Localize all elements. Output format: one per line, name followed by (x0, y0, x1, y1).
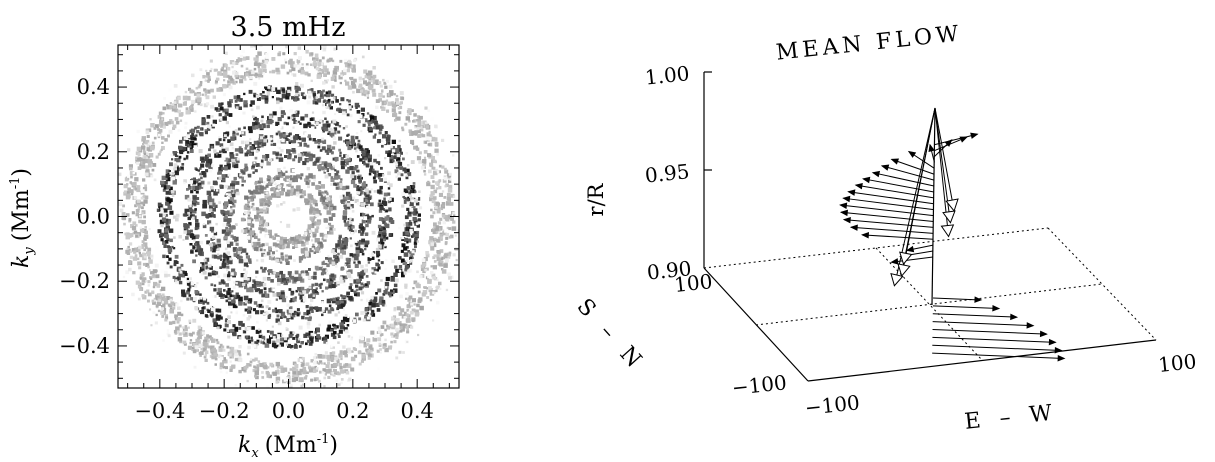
ring-axes: −0.4 −0.2 0.0 0.2 0.4 0.4 0.2 0.0 −0.2 −0.4 (59, 45, 459, 423)
flow-panel: MEAN FLOW 1.00 0.95 0.90 r/R 100 −100 S … (572, 21, 1198, 435)
upper-flow-vector-12 (862, 176, 935, 193)
power-ring-3 (220, 148, 355, 286)
y-tick-label: −0.2 (59, 269, 110, 293)
ring-x-axis-label: kx (Mm-1) (238, 432, 338, 461)
lower-flow-vector-1 (932, 352, 1066, 362)
power-ring-7 (121, 49, 457, 385)
ky-unit: (Mm (9, 189, 34, 241)
ky-subscript: y (22, 247, 37, 256)
ring-chart-title: 3.5 mHz (231, 12, 346, 43)
floor-right-edge (1047, 227, 1157, 341)
sn-tick-label-minus-100: −100 (731, 370, 788, 400)
power-rings (118, 45, 459, 388)
upper-flow-vector-14 (880, 164, 935, 181)
sn-tick-label-100: 100 (673, 269, 713, 297)
upper-flow-vector-3 (905, 244, 934, 253)
lower-flow-vector-2 (932, 344, 1063, 354)
x-tick-label: 0.4 (400, 399, 433, 423)
z-tick-label-3: 0.90 (646, 256, 693, 285)
kx-symbol: k (238, 433, 251, 458)
flow-sn-axis-label: S – N (572, 294, 650, 377)
upper-flow-vector-15 (890, 158, 935, 175)
flow-ew-axis-label: E – W (963, 400, 1059, 435)
y-tick-label: 0.4 (77, 75, 110, 99)
ew-tick-label-minus-100: −100 (804, 390, 861, 420)
ring-y-axis-label: ky (Mm-1) (8, 168, 37, 268)
flow-chart-title: MEAN FLOW (775, 21, 964, 65)
y-tick-label: −0.4 (59, 334, 110, 358)
upper-flow-vector-7 (839, 209, 934, 222)
flow-vectors (839, 107, 1066, 362)
x-tick-label: −0.4 (134, 399, 185, 423)
upper-flow-vector-16 (907, 150, 935, 169)
flow-z-axis-label: r/R (584, 182, 608, 216)
ky-symbol: k (9, 255, 34, 268)
kx-close: ) (329, 433, 338, 458)
floor-edge-ew (807, 339, 1157, 382)
ky-close: ) (9, 168, 34, 177)
upper-flow-vector-10 (847, 189, 934, 205)
lower-flow-vector-3 (932, 336, 1057, 346)
upper-flow-vector-13 (871, 170, 935, 187)
y-tick-label: 0.2 (77, 140, 110, 164)
ring-panel: 3.5 mHz −0.4 −0.2 0.0 0.2 0.40.40.20.0−0.2−0… (8, 12, 460, 461)
kx-unit: (Mm (265, 433, 317, 458)
upper-flow-vector-17 (928, 143, 935, 163)
x-tick-label: −0.2 (199, 399, 250, 423)
x-tick-label: 0.0 (272, 399, 305, 423)
upper-flow-vector-8 (839, 202, 934, 217)
y-tick-label: 0.0 (77, 205, 110, 229)
ky-superscript: -1 (8, 177, 23, 190)
x-tick-label: 0.2 (336, 399, 369, 423)
flow-3d-box (703, 71, 1157, 382)
kx-superscript: -1 (317, 432, 330, 447)
ew-tick-label-100: 100 (1157, 349, 1197, 377)
upper-flow-vector-9 (842, 195, 934, 211)
lower-flow-vector-7 (932, 305, 1001, 312)
open-head-vector-3 (899, 107, 936, 266)
z-tick-label-1: 1.00 (644, 61, 691, 90)
background-noise (118, 45, 459, 388)
upper-flow-vector-11 (854, 182, 934, 199)
lower-flow-vector-4 (932, 329, 1048, 338)
profile-column (931, 107, 936, 306)
floor-mid-ew (755, 283, 1103, 326)
upper-flow-vector-4 (861, 232, 934, 240)
lower-flow-vector-8 (933, 296, 983, 303)
floor-mid-sn (875, 247, 983, 361)
open-head-vector-6 (934, 107, 959, 212)
lower-flow-vector-6 (932, 313, 1019, 321)
kx-subscript: x (251, 446, 259, 461)
upper-flow-vector-5 (849, 224, 934, 234)
upper-flow-vector-6 (842, 216, 934, 228)
lower-flow-vector-5 (932, 321, 1035, 329)
upper-flow-vector-1 (890, 256, 934, 265)
z-tick-label-2: 0.95 (644, 159, 691, 188)
